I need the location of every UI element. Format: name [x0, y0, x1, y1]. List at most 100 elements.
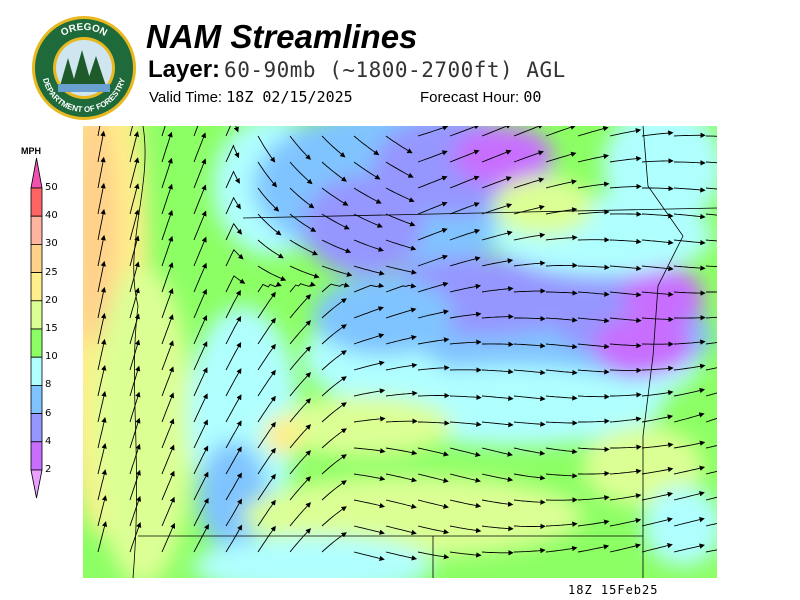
streamline: [577, 394, 610, 400]
streamline: [610, 392, 642, 398]
streamline: [289, 187, 315, 209]
streamline: [449, 175, 480, 189]
legend-tick-label: 30: [45, 238, 58, 250]
streamline: [673, 465, 706, 475]
streamline: [609, 468, 642, 475]
oregon-forestry-logo: OREGON DEPARTMENT OF FORESTRY: [30, 14, 138, 127]
streamline: [353, 416, 386, 423]
streamline: [225, 222, 243, 241]
valid-time-label: Valid Time:: [149, 89, 223, 106]
streamline: [641, 158, 674, 164]
streamline: [673, 187, 706, 193]
streamline: [449, 283, 482, 293]
streamline: [129, 522, 142, 553]
streamline: [577, 446, 610, 453]
streamline: [225, 498, 242, 527]
streamline: [257, 369, 276, 397]
streamline: [321, 265, 353, 277]
streamline: [449, 202, 480, 215]
streamline: [673, 387, 706, 397]
streamline: [545, 420, 578, 426]
streamline: [193, 471, 209, 501]
streamline: [449, 124, 480, 137]
streamline: [161, 470, 175, 501]
streamline: [161, 209, 174, 241]
streamline: [257, 281, 282, 293]
streamline: [97, 364, 107, 397]
streamline: [161, 418, 175, 449]
streamline: [641, 466, 674, 475]
streamline: [481, 550, 514, 556]
streamline: [129, 469, 141, 501]
streamline: [513, 232, 546, 241]
streamline: [417, 499, 449, 509]
streamline: [449, 473, 481, 483]
streamline: [321, 428, 347, 449]
streamline: [577, 209, 610, 215]
streamline: [193, 445, 209, 475]
streamline: [289, 294, 312, 319]
streamline: [673, 412, 705, 423]
streamline: [481, 149, 512, 163]
streamline: [673, 491, 705, 501]
streamline: [129, 287, 140, 319]
streamline: [417, 281, 449, 293]
streamline: [129, 131, 140, 163]
streamline: [641, 265, 674, 272]
streamline: [609, 155, 642, 163]
streamline: [385, 499, 417, 509]
streamline: [129, 495, 142, 527]
streamline: [609, 543, 641, 553]
streamline: [321, 532, 347, 553]
streamline: [481, 395, 514, 402]
streamline: [641, 414, 674, 423]
streamline: [385, 525, 417, 535]
streamline: [545, 124, 577, 137]
streamline: [609, 342, 642, 349]
streamline: [161, 496, 175, 527]
streamline: [129, 235, 140, 267]
streamline: [481, 123, 512, 137]
streamline: [289, 281, 316, 293]
valid-time-value: 18Z 02/15/2025: [226, 88, 353, 106]
forecast-hour: Forecast Hour: 00: [420, 88, 541, 106]
streamline: [257, 343, 276, 371]
streamline: [353, 135, 380, 156]
streamline: [289, 239, 319, 256]
streamline: [161, 314, 174, 345]
streamline: [385, 187, 415, 203]
streamline: [97, 234, 106, 267]
streamline: [289, 476, 312, 501]
streamline: [289, 161, 313, 185]
streamline: [577, 317, 610, 324]
streamline: [449, 421, 482, 427]
page-title: NAM Streamlines: [146, 18, 418, 55]
streamline: [673, 363, 706, 371]
forecast-hour-label: Forecast Hour:: [420, 89, 520, 106]
streamline: [161, 262, 174, 293]
streamline: [97, 338, 107, 371]
streamline: [289, 424, 312, 449]
streamline: [225, 472, 242, 501]
streamline: [417, 201, 448, 215]
streamline: [449, 447, 481, 457]
streamline: [417, 150, 448, 163]
streamline: [641, 130, 674, 137]
streamline: [609, 291, 642, 298]
streamline: [353, 306, 384, 319]
streamline: [545, 262, 578, 269]
streamline: [129, 443, 141, 475]
streamline: [385, 161, 414, 178]
streamline: [193, 393, 208, 423]
streamline: [641, 543, 673, 553]
streamline: [321, 161, 347, 182]
streamline: [578, 418, 610, 424]
streamline: [385, 239, 417, 251]
streamline: [321, 239, 352, 254]
streamline: [545, 447, 578, 455]
streamline: [257, 421, 276, 449]
streamline: [129, 417, 141, 449]
streamline: [321, 480, 347, 501]
streamline: [161, 392, 175, 423]
streamline: [289, 135, 312, 160]
